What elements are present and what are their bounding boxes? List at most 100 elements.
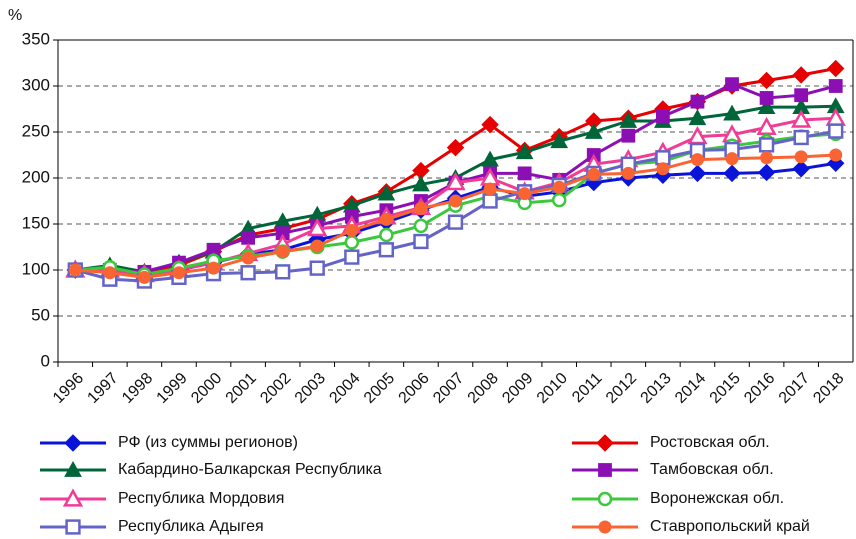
marker — [551, 192, 567, 208]
y-tick-label: 100 — [22, 259, 50, 278]
marker — [760, 151, 774, 165]
marker — [240, 265, 256, 281]
y-axis-label: % — [8, 7, 22, 24]
y-tick-label: 300 — [22, 75, 50, 94]
x-tick-label: 2012 — [603, 370, 640, 407]
marker — [446, 138, 465, 157]
marker — [414, 201, 428, 215]
y-tick-label: 250 — [22, 121, 50, 140]
marker — [723, 164, 741, 183]
marker — [310, 239, 324, 253]
marker — [445, 172, 466, 191]
x-tick-label: 2010 — [534, 370, 571, 407]
legend-label: РФ (из суммы регионов) — [118, 434, 298, 451]
marker — [688, 164, 707, 183]
marker — [379, 212, 393, 226]
marker — [172, 266, 186, 280]
legend-label: Республика Адыгея — [118, 518, 264, 535]
legend-label: Кабардино-Балкарская Республика — [118, 461, 382, 478]
x-tick-label: 2003 — [292, 370, 329, 407]
marker — [757, 98, 776, 115]
marker — [483, 182, 497, 196]
marker — [62, 488, 84, 507]
legend-label: Ставропольский край — [650, 518, 810, 535]
marker — [587, 167, 601, 181]
marker — [621, 166, 635, 180]
marker — [757, 163, 776, 182]
marker — [449, 194, 462, 208]
marker — [794, 150, 808, 164]
marker — [690, 153, 704, 167]
marker — [794, 88, 809, 103]
marker — [757, 71, 776, 90]
marker — [828, 123, 844, 139]
x-tick-label: 2009 — [499, 370, 536, 407]
marker — [345, 223, 359, 237]
marker — [598, 463, 612, 477]
x-tick-label: 2017 — [776, 370, 813, 407]
marker — [827, 59, 845, 78]
marker — [655, 109, 670, 124]
marker — [276, 245, 290, 259]
x-tick-label: 2013 — [638, 370, 675, 407]
y-tick-label: 50 — [31, 305, 50, 324]
marker — [207, 261, 221, 275]
marker — [688, 109, 707, 126]
x-tick-label: 2005 — [361, 370, 398, 407]
x-tick-label: 1996 — [50, 370, 87, 407]
marker — [552, 180, 566, 194]
x-tick-label: 2000 — [188, 370, 225, 407]
x-tick-label: 1997 — [84, 370, 121, 407]
legend-label: Тамбовская обл. — [650, 461, 774, 478]
marker — [656, 162, 670, 176]
marker — [791, 109, 812, 128]
marker — [725, 152, 739, 166]
x-tick-label: 2001 — [223, 370, 260, 407]
y-tick-label: 150 — [22, 213, 50, 232]
marker — [597, 491, 613, 507]
marker — [481, 150, 499, 167]
x-tick-label: 2002 — [257, 370, 294, 407]
x-tick-label: 2007 — [430, 370, 467, 407]
marker — [413, 233, 429, 250]
marker — [619, 111, 638, 128]
marker — [307, 218, 328, 237]
marker — [758, 137, 775, 153]
marker — [598, 520, 612, 534]
marker — [690, 94, 705, 109]
marker — [515, 143, 534, 160]
marker — [379, 227, 394, 243]
marker — [344, 249, 360, 265]
legend-label: Республика Мордовия — [118, 490, 284, 507]
marker — [828, 79, 843, 93]
x-tick-label: 2011 — [569, 370, 605, 406]
marker — [725, 77, 739, 92]
marker — [275, 264, 291, 280]
marker — [550, 132, 569, 149]
marker — [377, 184, 396, 201]
marker — [378, 242, 395, 258]
x-tick-label: 2015 — [707, 370, 744, 407]
marker — [309, 260, 325, 276]
x-tick-label: 2018 — [810, 370, 847, 407]
y-tick-label: 0 — [41, 351, 50, 370]
marker — [793, 129, 809, 146]
marker — [584, 122, 603, 139]
marker — [241, 251, 255, 265]
x-tick-label: 2014 — [672, 370, 709, 407]
marker — [103, 266, 117, 280]
marker — [412, 175, 430, 192]
marker — [759, 91, 774, 105]
marker — [792, 160, 810, 178]
marker — [596, 434, 614, 452]
marker — [344, 235, 360, 250]
marker — [518, 187, 532, 201]
marker — [241, 230, 256, 245]
marker — [137, 270, 151, 284]
x-tick-label: 2004 — [326, 370, 363, 407]
marker — [68, 263, 82, 277]
marker — [517, 166, 532, 181]
marker — [621, 128, 636, 143]
y-tick-label: 350 — [22, 29, 50, 48]
marker — [723, 104, 741, 121]
